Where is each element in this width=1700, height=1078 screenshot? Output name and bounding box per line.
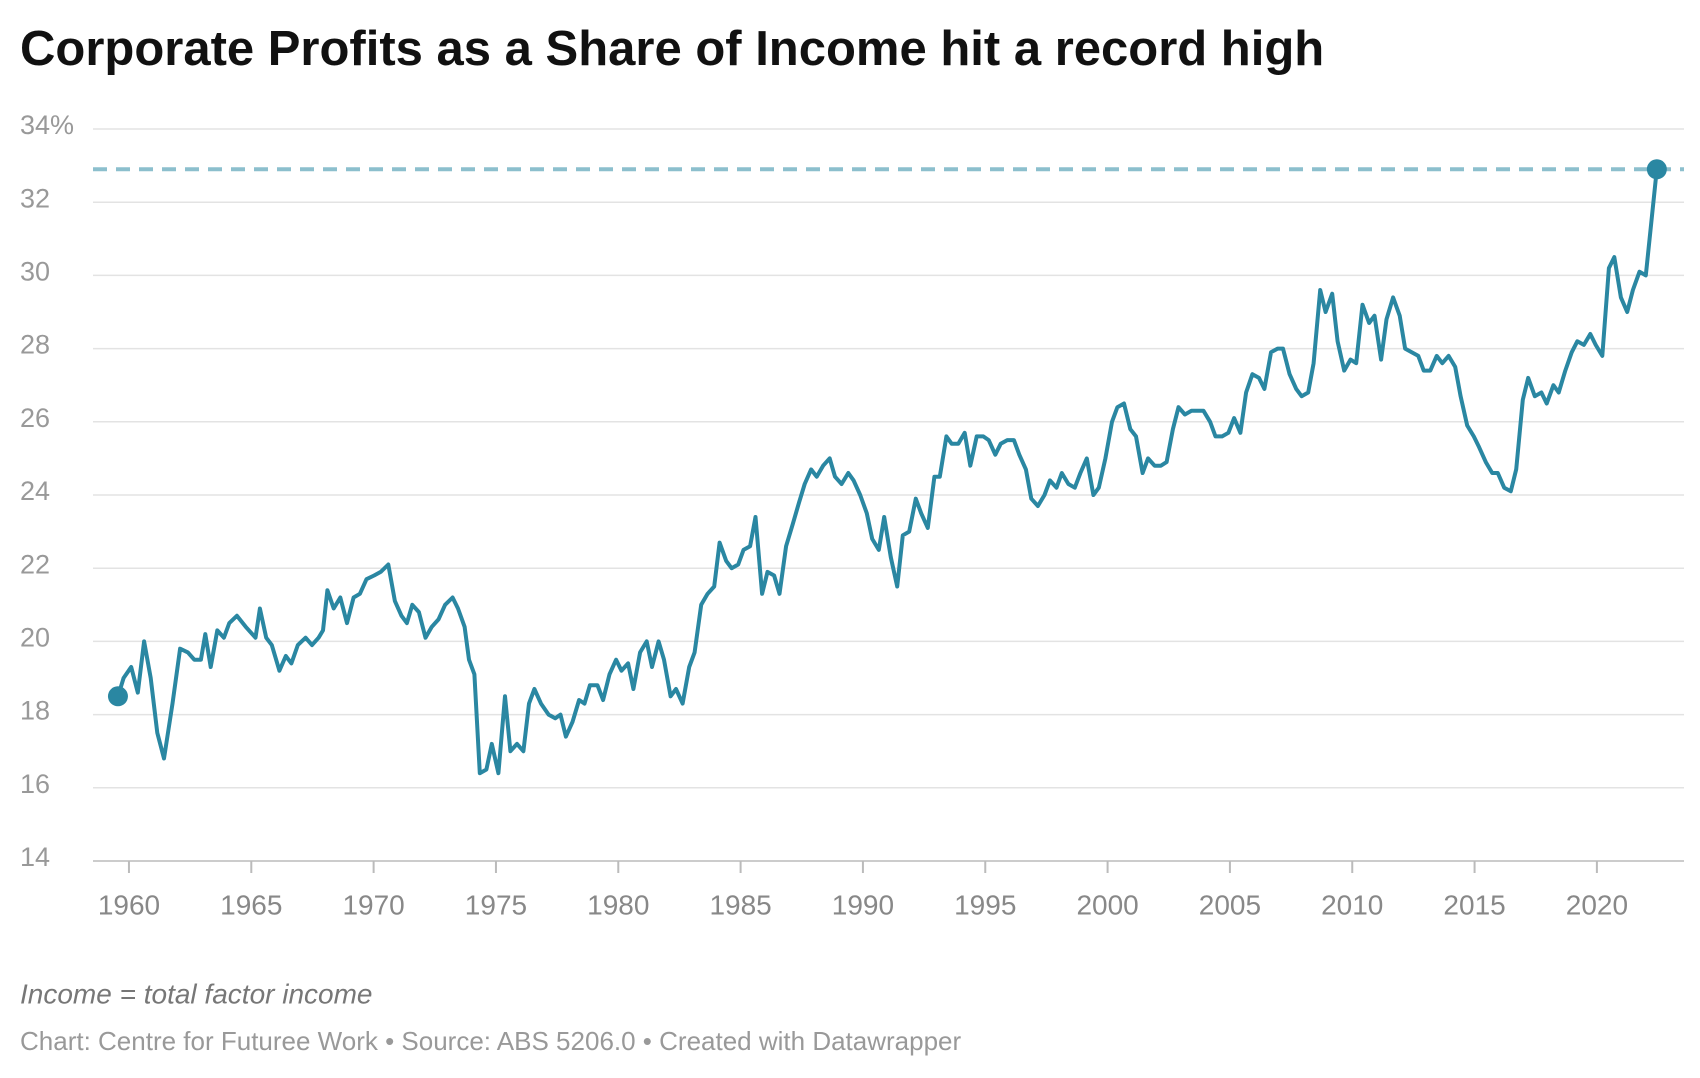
end-dot [107, 686, 128, 707]
x-tick-label: 1970 [342, 889, 404, 920]
x-tick-label: 1995 [954, 889, 1016, 920]
y-tick-label: 22 [20, 549, 50, 579]
end-dot [1646, 159, 1667, 180]
x-tick-label: 1985 [709, 889, 771, 920]
x-tick-label: 1980 [587, 889, 649, 920]
y-tick-label: 34% [20, 110, 74, 140]
x-tick-label: 2020 [1566, 889, 1628, 920]
chart-title: Corporate Profits as a Share of Income h… [20, 22, 1324, 76]
x-tick-label: 1990 [832, 889, 894, 920]
y-tick-label: 30 [20, 257, 50, 287]
y-tick-label: 16 [20, 769, 50, 799]
y-tick-label: 14 [20, 842, 50, 872]
y-tick-label: 32 [20, 183, 50, 213]
y-tick-label: 24 [20, 476, 50, 506]
line-series [116, 169, 1659, 776]
x-tick-label: 1975 [465, 889, 527, 920]
x-tick-label: 2005 [1199, 889, 1261, 920]
x-tick-label: 1965 [220, 889, 282, 920]
y-tick-label: 18 [20, 696, 50, 726]
x-tick-label: 2000 [1076, 889, 1138, 920]
y-tick-label: 26 [20, 403, 50, 433]
chart-note: Income = total factor income [20, 978, 373, 1009]
x-tick-label: 2015 [1443, 889, 1505, 920]
x-tick-label: 2010 [1321, 889, 1383, 920]
x-tick-label: 1960 [98, 889, 160, 920]
y-tick-label: 28 [20, 330, 50, 360]
chart-footer: Chart: Centre for Futuree Work • Source:… [20, 1026, 962, 1056]
y-tick-label: 20 [20, 623, 50, 653]
